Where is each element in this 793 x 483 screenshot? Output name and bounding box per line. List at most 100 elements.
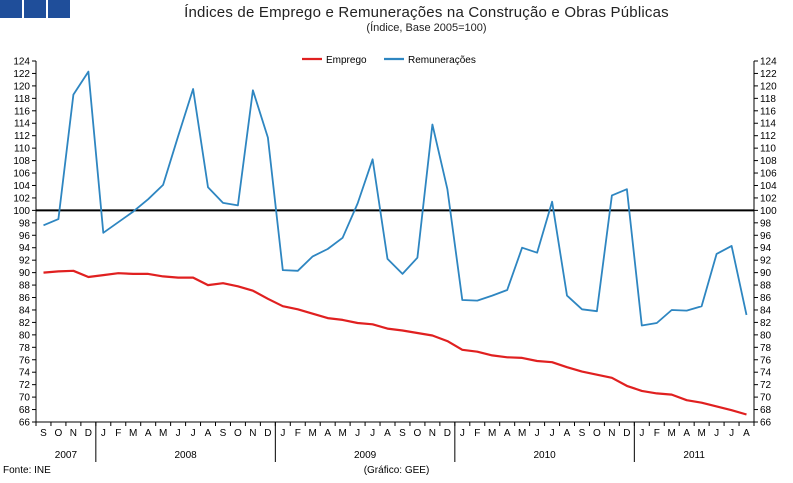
chart-title: Índices de Emprego e Remunerações na Con… — [184, 4, 669, 21]
x-tick-label: O — [55, 428, 63, 439]
x-tick-label: N — [429, 428, 436, 439]
x-tick-label: A — [324, 428, 331, 439]
x-tick-label: S — [399, 428, 406, 439]
legend-emprego-label: Emprego — [326, 55, 367, 66]
y-tick-label-left: 122 — [13, 69, 30, 80]
chart-legend: Emprego Remunerações — [302, 55, 476, 66]
y-tick-label-right: 72 — [760, 380, 772, 391]
x-tick-label: F — [115, 428, 121, 439]
x-tick-label: M — [518, 428, 526, 439]
y-tick-label-left: 98 — [19, 218, 31, 229]
y-tick-label-left: 80 — [19, 330, 31, 341]
x-tick-label: N — [70, 428, 77, 439]
y-tick-label-left: 82 — [19, 318, 31, 329]
x-tick-label: A — [504, 428, 511, 439]
x-tick-label: S — [40, 428, 47, 439]
x-tick-label: M — [129, 428, 137, 439]
x-tick-label: J — [535, 428, 540, 439]
chart-subtitle: (Índice, Base 2005=100) — [366, 22, 487, 34]
x-tick-label: F — [295, 428, 301, 439]
y-tick-label-right: 86 — [760, 293, 772, 304]
x-tick-label: A — [743, 428, 750, 439]
y-tick-label-left: 110 — [14, 144, 30, 155]
y-tick-label-right: 90 — [760, 268, 772, 279]
x-tick-label: A — [205, 428, 212, 439]
x-tick-label: J — [355, 428, 360, 439]
x-tick-label: N — [249, 428, 256, 439]
chart-credit: (Gráfico: GEE) — [363, 465, 430, 476]
x-tick-label: J — [550, 428, 555, 439]
x-tick-label: D — [264, 428, 271, 439]
y-tick-label-left: 106 — [13, 169, 30, 180]
y-tick-label-right: 102 — [760, 193, 777, 204]
y-tick-label-left: 68 — [19, 405, 31, 416]
x-tick-label: M — [338, 428, 346, 439]
y-tick-label-left: 124 — [13, 57, 30, 68]
x-tick-label: D — [85, 428, 92, 439]
y-tick-label-left: 112 — [14, 131, 30, 142]
x-tick-label: M — [668, 428, 676, 439]
x-tick-label: J — [176, 428, 181, 439]
year-label: 2009 — [354, 450, 377, 461]
x-tick-label: J — [370, 428, 375, 439]
y-tick-label-left: 108 — [13, 156, 30, 167]
y-tick-label-right: 76 — [760, 355, 772, 366]
x-tick-label: M — [697, 428, 705, 439]
x-tick-label: A — [564, 428, 571, 439]
y-tick-label-right: 70 — [760, 393, 772, 404]
series-line-emprego — [43, 269, 747, 416]
source-note: Fonte: INE — [3, 465, 51, 476]
y-tick-label-right: 114 — [760, 119, 776, 130]
y-tick-label-left: 72 — [19, 380, 31, 391]
x-tick-label: J — [729, 428, 734, 439]
y-tick-label-right: 122 — [760, 69, 777, 80]
x-tick-label: J — [639, 428, 644, 439]
y-tick-label-left: 88 — [19, 281, 31, 292]
y-tick-label-left: 94 — [19, 243, 31, 254]
x-tick-label: A — [683, 428, 690, 439]
x-tick-label: J — [714, 428, 719, 439]
x-tick-label: S — [220, 428, 227, 439]
y-tick-label-right: 96 — [760, 231, 772, 242]
y-tick-label-left: 84 — [19, 305, 31, 316]
y-tick-label-left: 66 — [19, 418, 31, 429]
y-tick-label-right: 106 — [760, 169, 777, 180]
y-tick-label-right: 92 — [760, 256, 772, 267]
y-tick-label-right: 66 — [760, 418, 772, 429]
x-tick-label: D — [623, 428, 630, 439]
legend-remuneracoes-label: Remunerações — [408, 55, 476, 66]
x-tick-label: J — [280, 428, 285, 439]
logo-block-2 — [24, 0, 46, 18]
y-tick-label-right: 124 — [760, 57, 777, 68]
year-label: 2008 — [174, 450, 197, 461]
y-tick-label-right: 112 — [760, 131, 776, 142]
x-tick-label: S — [579, 428, 586, 439]
y-tick-label-left: 86 — [19, 293, 31, 304]
y-tick-label-right: 120 — [760, 81, 777, 92]
x-tick-label: J — [101, 428, 106, 439]
y-tick-label-right: 110 — [760, 144, 776, 155]
x-tick-label: N — [608, 428, 615, 439]
y-tick-label-left: 78 — [19, 343, 31, 354]
x-tick-label: A — [145, 428, 152, 439]
x-tick-label: A — [384, 428, 391, 439]
y-tick-label-left: 90 — [19, 268, 31, 279]
y-tick-label-right: 118 — [760, 94, 776, 105]
y-tick-label-right: 98 — [760, 218, 772, 229]
y-tick-label-right: 116 — [760, 106, 776, 117]
x-tick-label: O — [414, 428, 422, 439]
y-tick-label-right: 84 — [760, 305, 772, 316]
y-tick-label-left: 116 — [14, 106, 30, 117]
x-tick-label: M — [488, 428, 496, 439]
y-tick-label-left: 102 — [13, 193, 30, 204]
x-tick-label: F — [474, 428, 480, 439]
y-tick-label-left: 96 — [19, 231, 31, 242]
y-tick-label-right: 68 — [760, 405, 772, 416]
y-tick-label-left: 114 — [14, 119, 30, 130]
x-tick-label: M — [309, 428, 317, 439]
year-label: 2010 — [533, 450, 556, 461]
y-tick-label-left: 76 — [19, 355, 31, 366]
y-tick-label-right: 108 — [760, 156, 777, 167]
